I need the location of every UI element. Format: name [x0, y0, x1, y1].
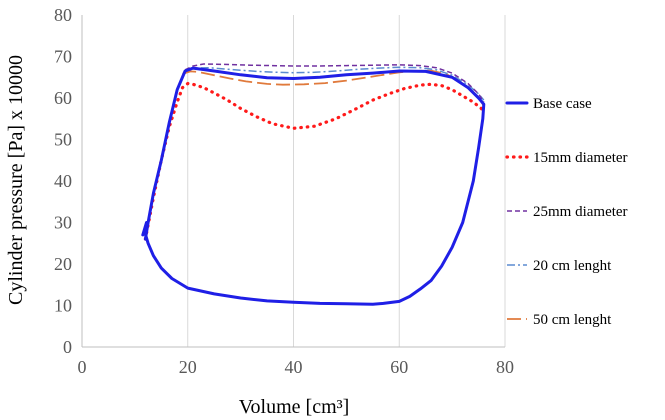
y-tick-label: 20 — [54, 254, 72, 274]
axes — [81, 15, 505, 348]
series-lines — [141, 63, 486, 306]
y-tick-label: 80 — [54, 5, 72, 25]
series-line-base-case — [141, 66, 486, 306]
legend-label: 25mm diameter — [533, 204, 628, 220]
x-tick-label: 60 — [390, 357, 408, 377]
y-tick-label: 30 — [54, 213, 72, 233]
y-tick-label: 40 — [54, 171, 72, 191]
legend-label: 20 cm lenght — [533, 258, 612, 274]
y-tick-label: 50 — [54, 130, 72, 150]
legend-label: 50 cm lenght — [533, 312, 612, 328]
legend-label: 15mm diameter — [533, 150, 628, 166]
tick-labels: 0 20 40 60 80 0 10 20 30 40 50 60 70 80 — [54, 5, 514, 377]
x-tick-label: 20 — [179, 357, 197, 377]
x-tick-label: 40 — [285, 357, 303, 377]
legend: Base case 15mm diameter 25mm diameter 20 cm… — [505, 96, 628, 328]
series-line-25mm-diameter — [184, 63, 485, 103]
series-line-20-cm-lenght — [184, 66, 485, 101]
x-tick-label: 0 — [78, 357, 87, 377]
x-axis-title: Volume [cm³] — [239, 396, 350, 418]
y-axis-title: Cylinder pressure [Pa] x 10000 — [5, 55, 27, 305]
legend-label: Base case — [533, 96, 592, 112]
series-line-15mm-diameter — [143, 81, 486, 241]
y-tick-label: 10 — [54, 296, 72, 316]
y-tick-label: 60 — [54, 88, 72, 108]
y-tick-label: 0 — [63, 337, 72, 357]
y-tick-label: 70 — [54, 47, 72, 67]
x-tick-label: 80 — [496, 357, 514, 377]
